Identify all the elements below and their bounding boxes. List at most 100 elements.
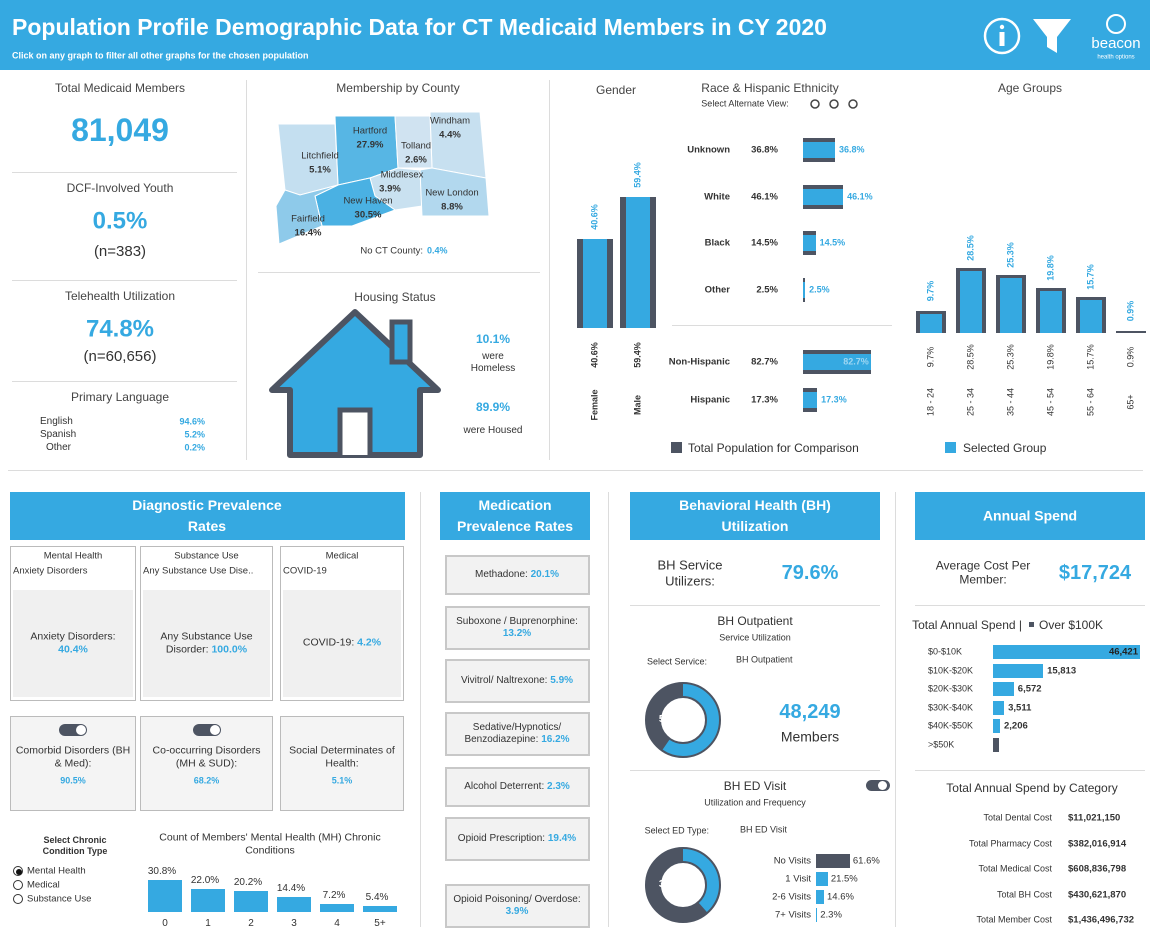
radio-label[interactable]: Mental Health xyxy=(27,865,86,877)
medication-card xyxy=(445,555,590,595)
medication-card xyxy=(445,817,590,861)
row-label: $30K-$40K xyxy=(928,702,974,713)
medication-card xyxy=(445,884,590,928)
row-label: 7+ Visits xyxy=(775,909,811,921)
selected-bar xyxy=(803,235,816,251)
bar xyxy=(816,890,825,904)
bar-label: 20.2% xyxy=(233,876,263,888)
medication-text: Opioid Prescription: 19.4% xyxy=(452,833,582,845)
x-tick-label: Male xyxy=(632,394,643,416)
filter-icon[interactable] xyxy=(1033,19,1071,53)
selected-bar xyxy=(803,281,806,298)
section-title: Housing Status xyxy=(354,289,436,304)
legend-label: Over $100K xyxy=(1039,617,1104,632)
county-name: Hartford xyxy=(352,125,388,137)
section-title: Medication Prevalence Rates xyxy=(457,497,573,534)
cost-value: $382,016,914 xyxy=(1068,837,1127,849)
row-value: 14.5% xyxy=(751,237,778,249)
table-value: 0.9% xyxy=(1125,346,1136,368)
bar-label: 14.4% xyxy=(276,882,306,894)
card-body xyxy=(283,590,401,697)
county-name: Litchfield xyxy=(301,150,339,162)
x-tick-label: 0 xyxy=(162,918,168,929)
radio-label[interactable]: Substance Use xyxy=(27,893,92,905)
bar-label: 7.2% xyxy=(322,890,346,902)
chart-title: Age Groups xyxy=(997,80,1063,95)
card-head: Mental Health xyxy=(43,550,103,562)
bar-label: 17.3% xyxy=(821,394,847,405)
bar-label: 9.7% xyxy=(925,280,936,302)
bar xyxy=(148,879,182,912)
medication-value: 5.9% xyxy=(550,675,574,686)
card-value: 40.4% xyxy=(58,643,88,655)
bar-label: 19.8% xyxy=(1045,255,1056,281)
housing-text: were Homeless xyxy=(470,351,516,374)
bar-label: 25.3% xyxy=(1005,242,1016,269)
legend-swatch xyxy=(945,442,956,453)
bar-label: 15.7% xyxy=(1085,264,1096,290)
row-label: 1 Visit xyxy=(785,873,811,885)
row-label: Other xyxy=(704,283,730,295)
select-value: BH ED Visit xyxy=(740,824,787,835)
chart-title: Total Annual Spend by Category xyxy=(946,780,1118,795)
row-label: $40K-$50K xyxy=(928,720,974,731)
bar xyxy=(816,872,828,886)
row-label: Non-Hispanic xyxy=(668,356,730,368)
medication-card xyxy=(445,659,590,703)
medication-label: Methadone: xyxy=(475,569,528,580)
divider xyxy=(12,172,237,173)
kpi-value: 79.6% xyxy=(781,562,839,584)
divider xyxy=(608,492,609,927)
section-header xyxy=(10,492,405,540)
cost-label: Total Member Cost xyxy=(976,914,1052,925)
radio-label[interactable]: Medical xyxy=(27,879,60,891)
selected-bar xyxy=(626,197,650,328)
x-tick-label: 35 - 44 xyxy=(1005,387,1016,417)
medication-label: Opioid Prescription: xyxy=(457,833,546,844)
row-value: 46.1% xyxy=(751,190,778,202)
donut-label: 59.5% xyxy=(658,714,688,725)
table-value: 25.3% xyxy=(1005,344,1016,370)
card-text: COVID-19: 4.2% xyxy=(287,637,397,650)
x-tick-label: 55 - 64 xyxy=(1085,387,1096,417)
card-label: Any Substance Use Disorder: xyxy=(160,630,253,655)
card-sub: Anxiety Disorders xyxy=(13,565,88,577)
medication-label: Sedative/Hypnotics/ Benzodiazepine: xyxy=(464,722,562,745)
medication-label: Alcohol Deterrent: xyxy=(464,781,545,792)
housing-value: 89.9% xyxy=(475,399,511,414)
section-header xyxy=(440,492,590,540)
kpi-value: $17,724 xyxy=(1058,562,1132,584)
language-value: 0.2% xyxy=(184,442,205,453)
cost-value: $430,621,870 xyxy=(1068,888,1127,900)
divider xyxy=(630,770,880,771)
x-tick-label: 5+ xyxy=(374,918,386,929)
language-value: 5.2% xyxy=(184,429,205,440)
selected-bar xyxy=(803,142,836,158)
card-head: Medical xyxy=(325,550,359,562)
medication-value: 3.9% xyxy=(505,906,529,917)
x-tick-label: 2 xyxy=(248,918,254,929)
selected-bar xyxy=(583,238,607,328)
chart-title: Count of Members' Mental Health (MH) Chr… xyxy=(159,831,381,856)
row-label: No Visits xyxy=(773,855,811,867)
bar-label: 40.6% xyxy=(589,203,600,230)
bar-label: 59.4% xyxy=(632,162,643,189)
county-name: Fairfield xyxy=(291,213,325,225)
county-value: 8.8% xyxy=(441,201,463,213)
cost-label: Total Medical Cost xyxy=(978,863,1052,874)
medication-text: Suboxone / Buprenorphine: 13.2% xyxy=(452,616,582,640)
view-option xyxy=(848,99,858,109)
divider xyxy=(12,381,237,382)
card-text: Any Substance Use Disorder: 100.0% xyxy=(147,630,266,655)
medication-card xyxy=(445,606,590,650)
bar xyxy=(816,854,850,868)
no-county-value: 0.4% xyxy=(427,245,448,256)
radio-dot xyxy=(16,869,22,875)
row-value: 82.7% xyxy=(751,356,778,368)
page-title: Population Profile Demographic Data for … xyxy=(12,14,827,41)
county-name: Windham xyxy=(429,115,471,127)
medication-label: Opioid Poisoning/ Overdose: xyxy=(453,894,581,905)
info-icon[interactable] xyxy=(983,17,1021,55)
